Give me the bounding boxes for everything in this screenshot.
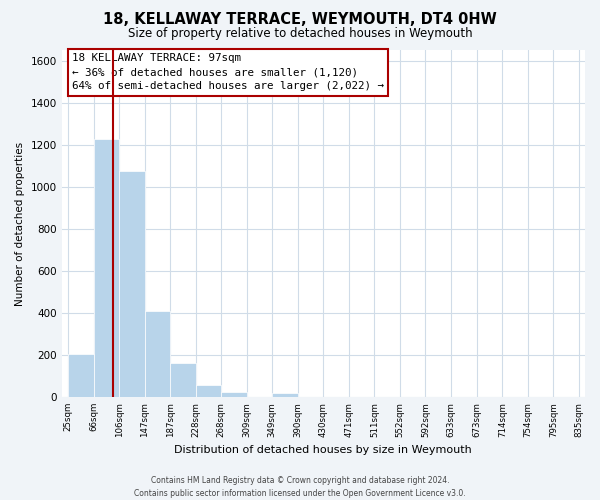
Bar bbox=[221, 392, 247, 397]
Bar bbox=[68, 354, 94, 397]
Text: 18, KELLAWAY TERRACE, WEYMOUTH, DT4 0HW: 18, KELLAWAY TERRACE, WEYMOUTH, DT4 0HW bbox=[103, 12, 497, 28]
Bar bbox=[145, 310, 170, 397]
Text: 18 KELLAWAY TERRACE: 97sqm
← 36% of detached houses are smaller (1,120)
64% of s: 18 KELLAWAY TERRACE: 97sqm ← 36% of deta… bbox=[72, 54, 384, 92]
Bar bbox=[272, 392, 298, 397]
Y-axis label: Number of detached properties: Number of detached properties bbox=[15, 142, 25, 306]
Bar bbox=[119, 171, 145, 397]
Bar bbox=[196, 386, 221, 397]
Bar bbox=[170, 364, 196, 397]
Text: Size of property relative to detached houses in Weymouth: Size of property relative to detached ho… bbox=[128, 28, 472, 40]
X-axis label: Distribution of detached houses by size in Weymouth: Distribution of detached houses by size … bbox=[175, 445, 472, 455]
Text: Contains HM Land Registry data © Crown copyright and database right 2024.
Contai: Contains HM Land Registry data © Crown c… bbox=[134, 476, 466, 498]
Bar bbox=[94, 140, 119, 397]
